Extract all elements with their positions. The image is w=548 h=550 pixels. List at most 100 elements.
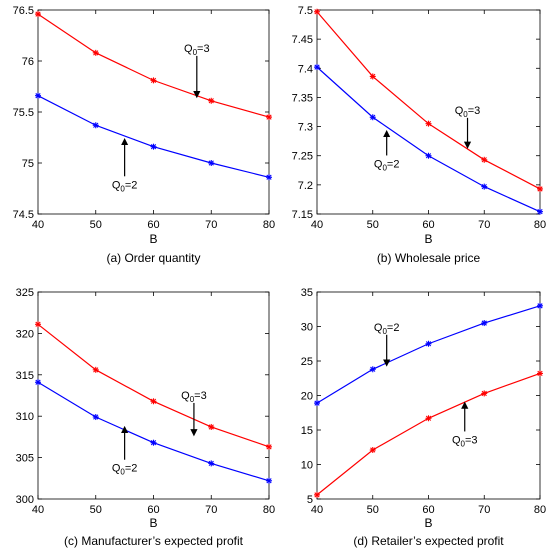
data-point-q0-3 — [150, 398, 157, 405]
x-tick-label: 70 — [205, 219, 217, 231]
data-point-q0-3 — [425, 415, 432, 422]
x-tick-label: 60 — [422, 504, 434, 516]
data-point-q0-2 — [92, 414, 99, 421]
data-point-q0-3 — [150, 77, 157, 84]
y-tick-label: 320 — [16, 328, 34, 340]
chart-caption: (a) Order quantity — [106, 251, 200, 265]
x-tick-label: 80 — [263, 219, 275, 231]
x-tick-label: 60 — [147, 219, 159, 231]
data-point-q0-2 — [537, 208, 543, 215]
data-point-q0-3 — [35, 321, 41, 328]
y-tick-label: 7.4 — [298, 63, 313, 75]
chart-caption: (c) Manufacturer’s expected profit — [64, 534, 244, 548]
y-tick-label: 325 — [16, 287, 34, 299]
x-tick-label: 50 — [367, 504, 379, 516]
y-tick-label: 7.3 — [298, 122, 313, 134]
chart-panel-4: 40 50 60 70 80 5 10 15 20 25 30 35 B (d) Retailer’s e… — [301, 287, 546, 548]
x-tick-label: 50 — [90, 219, 102, 231]
annotation-label-q0-2: Q0=2 — [374, 158, 400, 172]
y-tick-label: 15 — [301, 425, 313, 437]
x-tick-label: 40 — [32, 219, 44, 231]
series-line-q0-2 — [316, 305, 541, 404]
chart-panel-3: 40 50 60 70 80 300 305 310 315 320 325 B (c) Manufac… — [16, 287, 275, 548]
y-tick-label: 7.5 — [298, 5, 313, 17]
x-tick-label: 80 — [263, 504, 275, 516]
data-point-q0-3 — [425, 120, 432, 127]
y-tick-label: 25 — [301, 356, 313, 368]
data-point-q0-2 — [35, 379, 41, 386]
x-tick-label: 40 — [311, 219, 323, 231]
y-tick-label: 75.5 — [13, 107, 34, 119]
x-tick-label: 60 — [422, 219, 434, 231]
data-point-q0-2 — [208, 160, 215, 166]
y-tick-label: 300 — [16, 494, 34, 506]
y-tick-label: 5 — [307, 494, 313, 506]
annotation-label-q0-3: Q0=3 — [181, 390, 207, 404]
y-tick-label: 30 — [301, 322, 313, 334]
x-tick-label: 70 — [478, 504, 490, 516]
y-tick-label: 305 — [16, 453, 34, 465]
data-point-q0-2 — [314, 400, 320, 407]
y-tick-label: 7.2 — [298, 180, 313, 192]
data-point-q0-2 — [369, 366, 376, 373]
y-tick-label: 7.45 — [292, 34, 313, 46]
annotation-label-q0-2: Q0=2 — [112, 179, 138, 193]
x-axis-label: B — [424, 232, 432, 246]
data-point-q0-2 — [481, 320, 488, 327]
data-point-q0-3 — [92, 49, 99, 56]
data-point-q0-3 — [481, 156, 488, 163]
chart-panel-1: 40 50 60 70 80 74.5 75 75.5 76 76.5 B (a) Order qua… — [13, 5, 276, 265]
data-point-q0-2 — [425, 340, 432, 347]
annotation-label-q0-3: Q0=3 — [452, 434, 478, 448]
x-tick-label: 70 — [205, 504, 217, 516]
data-point-q0-3 — [369, 447, 376, 454]
data-point-q0-2 — [266, 174, 272, 181]
series-line-q0-3 — [37, 13, 270, 118]
x-tick-label: 60 — [147, 504, 159, 516]
x-tick-label: 50 — [367, 219, 379, 231]
data-point-q0-3 — [369, 73, 376, 80]
chart-caption: (d) Retailer’s expected profit — [353, 534, 504, 548]
data-point-q0-2 — [537, 302, 543, 309]
y-tick-label: 74.5 — [13, 209, 34, 221]
series-line-q0-3 — [316, 11, 541, 190]
x-tick-label: 50 — [90, 504, 102, 516]
data-point-q0-2 — [314, 64, 320, 71]
series-line-q0-3 — [316, 372, 541, 496]
chart-caption: (b) Wholesale price — [377, 251, 481, 265]
chart-panel-2: 40 50 60 70 80 7.15 7.2 7.25 7.3 7.35 7.4 7.45 7.5 B (… — [292, 5, 547, 265]
x-tick-label: 40 — [311, 504, 323, 516]
axes-box — [37, 291, 270, 500]
x-axis-label: B — [424, 516, 432, 530]
series-line-q0-2 — [37, 381, 270, 482]
y-tick-label: 7.25 — [292, 151, 313, 163]
data-point-q0-3 — [314, 8, 320, 15]
data-point-q0-2 — [208, 460, 215, 467]
data-point-q0-2 — [92, 122, 99, 129]
annotation-label-q0-3: Q0=3 — [455, 105, 481, 119]
y-tick-label: 76.5 — [13, 5, 34, 17]
x-tick-label: 80 — [534, 504, 546, 516]
data-point-q0-2 — [35, 92, 41, 99]
annotation-label-q0-2: Q0=2 — [112, 463, 138, 477]
series-line-q0-2 — [316, 66, 541, 213]
data-point-q0-3 — [208, 423, 215, 430]
data-point-q0-2 — [150, 439, 157, 446]
data-point-q0-3 — [266, 443, 272, 450]
data-point-q0-3 — [314, 491, 320, 498]
annotation-label-q0-2: Q0=2 — [374, 322, 400, 336]
data-point-q0-2 — [481, 183, 488, 190]
data-point-q0-3 — [537, 185, 543, 192]
series-line-q0-3 — [37, 323, 270, 448]
x-tick-label: 80 — [534, 219, 546, 231]
data-point-q0-2 — [369, 114, 376, 121]
data-point-q0-2 — [150, 143, 157, 150]
axes-box — [316, 9, 541, 215]
annotation-label-q0-3: Q0=3 — [184, 43, 210, 57]
y-tick-label: 7.35 — [292, 92, 313, 104]
x-tick-label: 40 — [32, 504, 44, 516]
data-point-q0-3 — [208, 97, 215, 104]
data-point-q0-3 — [537, 370, 543, 377]
y-tick-label: 315 — [16, 370, 34, 382]
